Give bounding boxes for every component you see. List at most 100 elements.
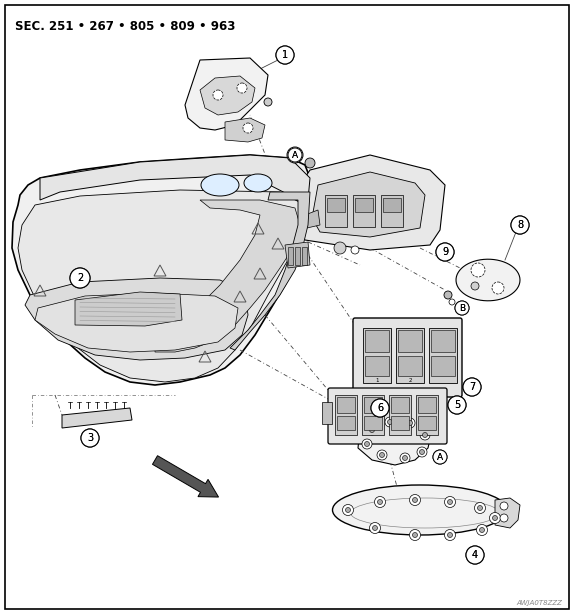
Bar xyxy=(391,397,409,413)
Circle shape xyxy=(405,418,415,428)
Circle shape xyxy=(385,417,395,427)
Bar xyxy=(418,416,436,430)
Circle shape xyxy=(448,532,452,537)
Circle shape xyxy=(475,502,486,513)
Ellipse shape xyxy=(201,174,239,196)
Bar xyxy=(431,356,455,376)
Polygon shape xyxy=(495,498,520,528)
Circle shape xyxy=(243,123,253,133)
Circle shape xyxy=(479,527,484,532)
Text: 7: 7 xyxy=(469,382,475,392)
Circle shape xyxy=(466,546,484,564)
Circle shape xyxy=(346,508,351,513)
Circle shape xyxy=(448,396,466,414)
Circle shape xyxy=(370,523,381,534)
Circle shape xyxy=(490,513,501,524)
Ellipse shape xyxy=(244,174,272,192)
Text: 4: 4 xyxy=(472,550,478,560)
Circle shape xyxy=(387,419,393,424)
Circle shape xyxy=(70,268,90,288)
Circle shape xyxy=(364,441,370,446)
Text: A: A xyxy=(437,453,443,462)
Polygon shape xyxy=(295,155,445,250)
Circle shape xyxy=(362,439,372,449)
Circle shape xyxy=(373,526,378,530)
Text: 8: 8 xyxy=(517,220,523,230)
Circle shape xyxy=(409,529,421,540)
Bar xyxy=(416,395,438,435)
Bar xyxy=(383,198,401,212)
Circle shape xyxy=(433,450,447,464)
Bar xyxy=(337,397,355,413)
Text: 3: 3 xyxy=(87,433,93,443)
Polygon shape xyxy=(40,155,310,200)
Circle shape xyxy=(455,301,469,315)
Polygon shape xyxy=(312,172,425,237)
Circle shape xyxy=(444,291,452,299)
Polygon shape xyxy=(358,415,432,465)
Circle shape xyxy=(400,453,410,463)
Circle shape xyxy=(436,243,454,261)
Circle shape xyxy=(511,216,529,234)
Polygon shape xyxy=(25,278,248,360)
Circle shape xyxy=(448,396,466,414)
Text: 9: 9 xyxy=(442,247,448,257)
Circle shape xyxy=(492,282,504,294)
Text: 2: 2 xyxy=(77,273,83,283)
Circle shape xyxy=(402,456,408,460)
Text: 1: 1 xyxy=(282,50,288,60)
Bar xyxy=(322,402,332,424)
Polygon shape xyxy=(12,155,312,385)
Bar xyxy=(302,247,307,265)
Bar xyxy=(381,195,403,227)
Text: 5: 5 xyxy=(454,400,460,410)
Bar xyxy=(355,198,373,212)
Circle shape xyxy=(70,268,90,288)
Circle shape xyxy=(420,430,430,440)
Text: B: B xyxy=(459,303,465,313)
Bar xyxy=(429,328,457,383)
Circle shape xyxy=(433,450,447,464)
Bar xyxy=(398,356,422,376)
Text: AWJA0T8ZZZ: AWJA0T8ZZZ xyxy=(516,600,562,606)
Circle shape xyxy=(478,505,483,510)
Text: 6: 6 xyxy=(377,403,383,413)
Circle shape xyxy=(276,46,294,64)
Circle shape xyxy=(417,447,427,457)
Text: 2: 2 xyxy=(77,273,83,283)
Bar xyxy=(335,395,357,435)
Circle shape xyxy=(237,83,247,93)
Bar xyxy=(396,328,424,383)
Text: 2: 2 xyxy=(408,378,412,383)
Polygon shape xyxy=(155,200,300,352)
Bar xyxy=(365,330,389,352)
Text: 9: 9 xyxy=(442,247,448,257)
Text: 3: 3 xyxy=(87,433,93,443)
Circle shape xyxy=(367,425,377,435)
Circle shape xyxy=(213,90,223,100)
Bar xyxy=(398,330,422,352)
Circle shape xyxy=(444,529,456,540)
Polygon shape xyxy=(456,259,520,301)
Circle shape xyxy=(511,216,529,234)
Bar xyxy=(391,416,409,430)
Circle shape xyxy=(492,516,498,521)
Circle shape xyxy=(466,546,484,564)
Bar xyxy=(295,247,300,265)
Circle shape xyxy=(81,429,99,447)
Circle shape xyxy=(471,282,479,290)
Polygon shape xyxy=(230,192,310,350)
Circle shape xyxy=(500,514,508,522)
Circle shape xyxy=(264,98,272,106)
Circle shape xyxy=(422,432,428,438)
Circle shape xyxy=(374,497,386,508)
Bar xyxy=(389,395,411,435)
Circle shape xyxy=(409,494,421,505)
Text: 5: 5 xyxy=(454,400,460,410)
Text: A: A xyxy=(292,150,298,160)
Bar xyxy=(363,328,391,383)
Bar xyxy=(327,198,345,212)
Circle shape xyxy=(463,378,481,396)
Bar xyxy=(325,195,347,227)
Bar xyxy=(431,330,455,352)
